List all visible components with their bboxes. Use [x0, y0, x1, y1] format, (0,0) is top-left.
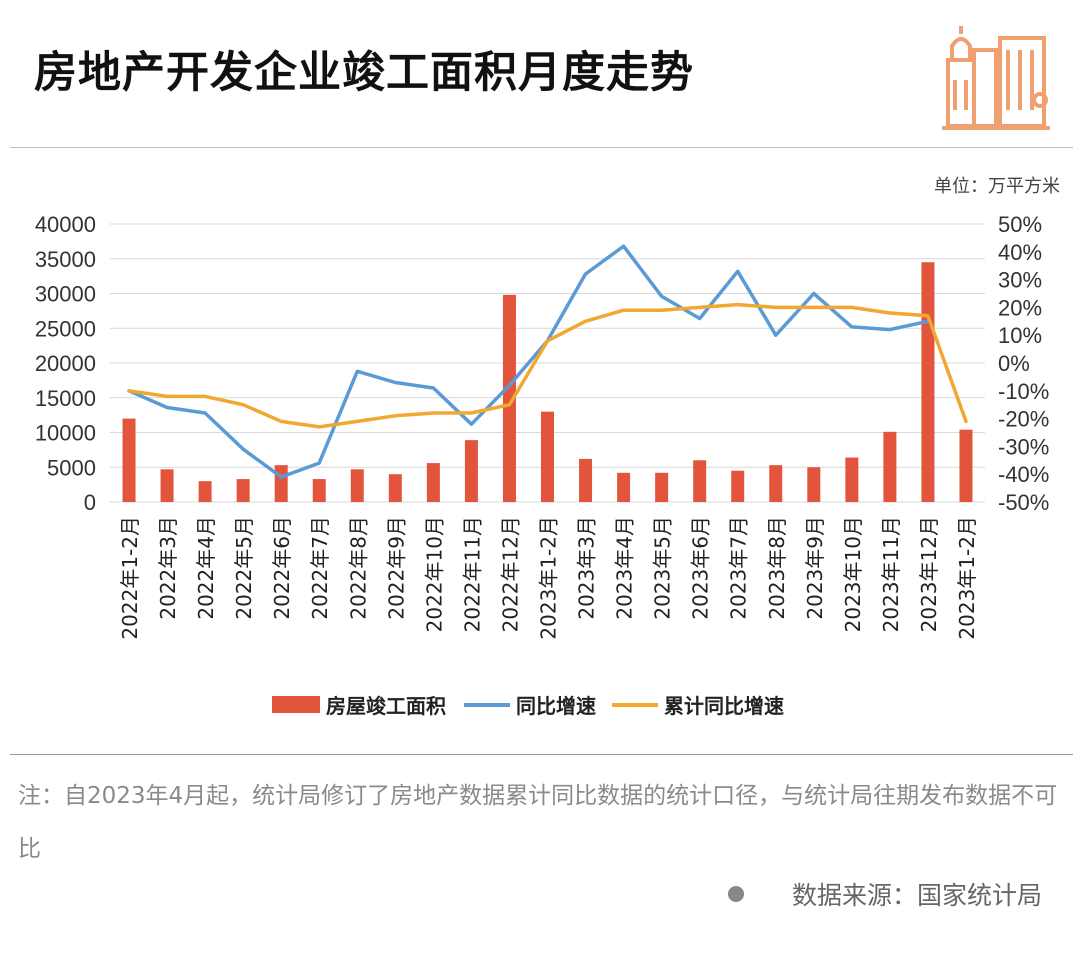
chart: 0 5000 10000 15000 20000 25000 30000 35000 40000… — [35, 212, 1050, 718]
bar — [883, 431, 897, 502]
x-tick-label: 2022年11月 — [460, 516, 484, 632]
x-tick-label: 2023年11月 — [879, 516, 903, 632]
y-right-tick-label: -40% — [998, 462, 1049, 487]
x-tick-label: 2023年5月 — [651, 516, 675, 620]
legend-bar-swatch — [272, 696, 320, 713]
y-left-tick-label: 0 — [84, 490, 96, 515]
bar — [236, 479, 250, 502]
x-tick-label: 2022年8月 — [346, 516, 370, 620]
bar — [160, 469, 174, 502]
y-right-tick-label: 50% — [998, 212, 1042, 237]
x-tick-label: 2023年8月 — [765, 516, 789, 620]
x-tick-label: 2023年1-2月 — [537, 516, 561, 640]
x-tick-label: 2022年4月 — [194, 516, 218, 620]
bar — [769, 465, 783, 502]
bar — [693, 460, 707, 502]
y-left-tick-label: 5000 — [47, 455, 96, 480]
bar — [312, 479, 326, 502]
y-left-tick-label: 40000 — [35, 212, 96, 237]
bar — [959, 429, 973, 502]
y-left-tick-label: 15000 — [35, 386, 96, 411]
y-right-tick-label: 20% — [998, 295, 1042, 320]
bar — [617, 472, 631, 502]
x-tick-label: 2022年7月 — [308, 516, 332, 620]
x-tick-label: 2023年6月 — [689, 516, 713, 620]
x-tick-label: 2022年12月 — [498, 516, 522, 632]
bottom-divider — [10, 754, 1073, 755]
y-right-tick-label: 40% — [998, 240, 1042, 265]
footnote: 注：自2023年4月起，统计局修订了房地产数据累计同比数据的统计口径，与统计局往… — [18, 783, 1058, 862]
x-tick-label: 2022年10月 — [422, 516, 446, 632]
source-text: 数据来源：国家统计局 — [791, 881, 1042, 910]
bar — [541, 411, 554, 502]
bar — [426, 463, 440, 502]
y-left-tick-label: 10000 — [35, 421, 96, 446]
cumulative-yoy-line — [127, 302, 968, 429]
yoy-growth-line — [127, 244, 930, 479]
bar — [845, 457, 859, 502]
x-tick-label: 2023年9月 — [803, 516, 827, 620]
x-tick-label: 2023年1-2月 — [955, 516, 979, 640]
x-tick-label: 2022年5月 — [232, 516, 256, 620]
legend-label: 累计同比增速 — [664, 694, 784, 718]
bar — [122, 418, 136, 502]
y-right-tick-label: 0% — [998, 351, 1030, 376]
x-tick-label: 2023年10月 — [841, 516, 865, 632]
bar — [274, 465, 288, 502]
unit-label: 单位：万平方米 — [934, 176, 1060, 197]
x-tick-label: 2022年3月 — [156, 516, 180, 620]
bar — [807, 467, 821, 502]
x-tick-label: 2023年3月 — [575, 516, 599, 620]
source-line: 数据来源：国家统计局 — [727, 876, 1042, 912]
x-tick-label: 2023年4月 — [613, 516, 637, 620]
y-right-tick-label: -30% — [998, 434, 1049, 459]
bar — [198, 481, 212, 502]
y-left-tick-label: 35000 — [35, 247, 96, 272]
legend-label: 同比增速 — [516, 694, 596, 718]
bar — [464, 440, 478, 502]
x-tick-label: 2022年9月 — [384, 516, 408, 620]
y-left-tick-label: 20000 — [35, 351, 96, 376]
y-right-tick-label: 30% — [998, 268, 1042, 293]
bar — [579, 458, 593, 502]
x-tick-label: 2022年6月 — [270, 516, 294, 620]
bar — [502, 294, 516, 502]
x-tick-label: 2022年1-2月 — [118, 516, 142, 640]
y-right-tick-label: -20% — [998, 407, 1049, 432]
y-right-tick-label: -50% — [998, 490, 1049, 515]
y-right-tick-label: -10% — [998, 379, 1049, 404]
bar — [921, 262, 935, 502]
bullet-icon — [727, 886, 744, 902]
y-left-tick-label: 25000 — [35, 316, 96, 341]
y-left-tick-label: 30000 — [35, 282, 96, 307]
top-divider — [10, 147, 1073, 148]
building-icon — [942, 26, 1050, 130]
y-right-tick-label: 10% — [998, 323, 1042, 348]
bar — [388, 474, 402, 502]
x-tick-label: 2023年12月 — [917, 516, 941, 632]
page-title: 房地产开发企业竣工面积月度走势 — [34, 48, 694, 98]
legend-label: 房屋竣工面积 — [326, 694, 446, 718]
bar — [731, 470, 745, 502]
bar — [350, 469, 364, 502]
bar — [655, 472, 669, 502]
x-tick-label: 2023年7月 — [727, 516, 751, 620]
